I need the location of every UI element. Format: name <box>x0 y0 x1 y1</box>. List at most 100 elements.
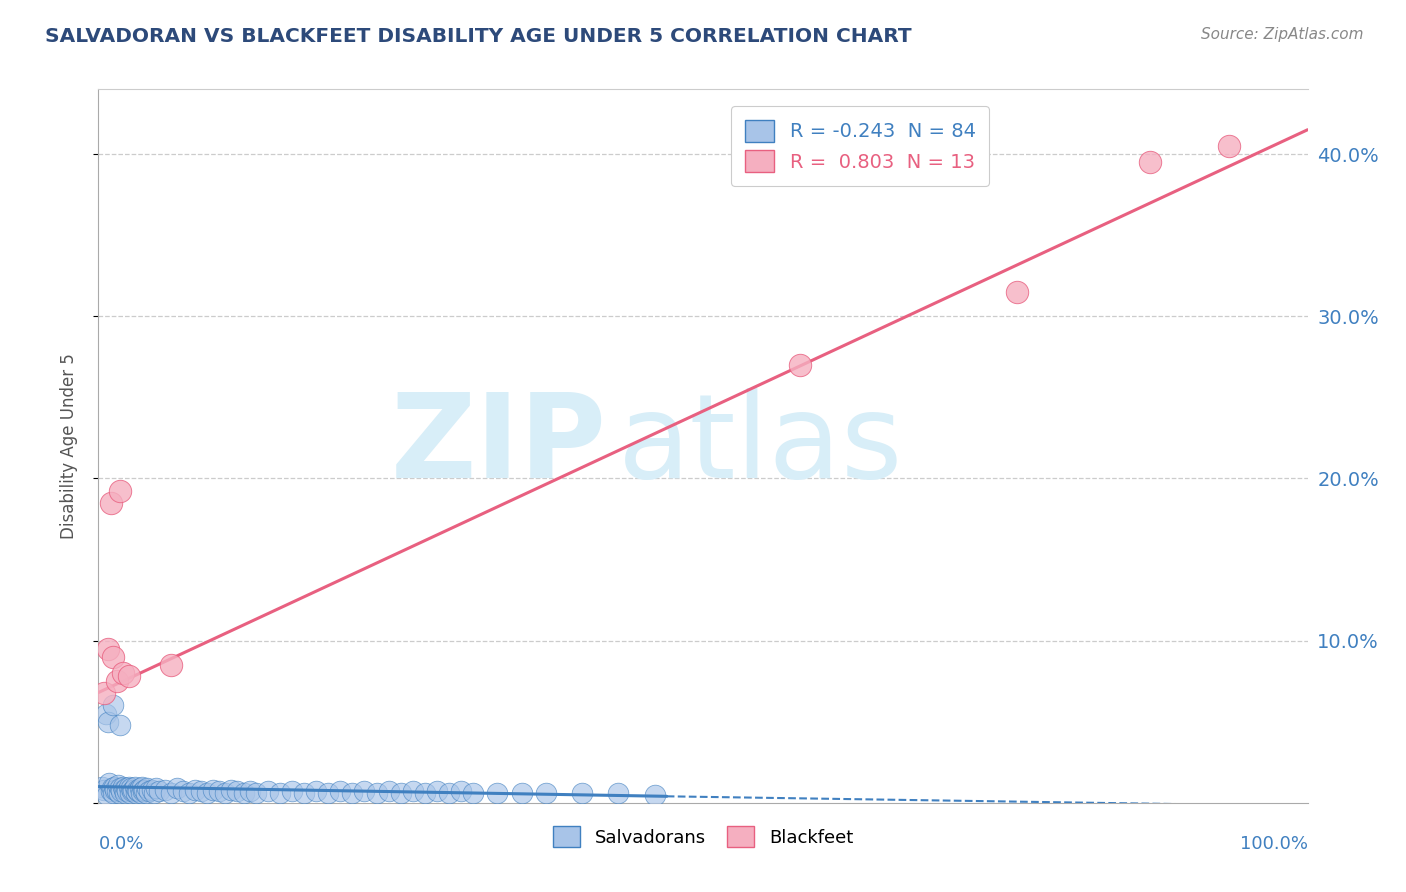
Point <box>269 786 291 800</box>
Point <box>292 786 315 800</box>
Point <box>202 782 225 797</box>
Point <box>91 780 114 794</box>
Point <box>316 786 339 800</box>
Point <box>105 784 128 798</box>
Point <box>426 784 449 798</box>
Point <box>100 496 122 510</box>
Point <box>208 784 231 798</box>
Point <box>120 781 142 796</box>
Point <box>789 358 811 372</box>
Point <box>128 781 150 796</box>
Point <box>101 698 124 713</box>
Point <box>463 786 485 800</box>
Point <box>132 784 155 798</box>
Point <box>437 786 460 800</box>
Point <box>256 784 278 798</box>
Point <box>96 788 118 802</box>
Point <box>118 786 141 800</box>
Point <box>413 786 436 800</box>
Point <box>98 776 121 790</box>
Point <box>93 782 115 797</box>
Point <box>104 782 127 797</box>
Text: Source: ZipAtlas.com: Source: ZipAtlas.com <box>1201 27 1364 42</box>
Point <box>93 685 115 699</box>
Point <box>245 786 267 800</box>
Point <box>127 784 149 798</box>
Point <box>134 782 156 797</box>
Point <box>108 786 131 800</box>
Point <box>366 786 388 800</box>
Point <box>100 784 122 798</box>
Point <box>377 784 399 798</box>
Point <box>105 674 128 689</box>
Point <box>389 786 412 800</box>
Point <box>131 780 153 794</box>
Y-axis label: Disability Age Under 5: Disability Age Under 5 <box>59 353 77 539</box>
Point <box>125 786 148 800</box>
Point <box>122 782 145 797</box>
Point <box>107 778 129 792</box>
Point <box>101 649 124 664</box>
Text: atlas: atlas <box>619 389 904 503</box>
Point <box>281 784 304 798</box>
Point <box>101 786 124 800</box>
Point <box>117 784 139 798</box>
Point <box>112 782 135 797</box>
Point <box>153 782 176 797</box>
Point <box>190 784 212 798</box>
Point <box>486 786 509 800</box>
Point <box>94 706 117 721</box>
Point <box>450 784 472 798</box>
Point <box>166 781 188 796</box>
Point <box>571 786 593 800</box>
Point <box>342 786 364 800</box>
Point <box>353 784 375 798</box>
Point <box>127 782 149 797</box>
Point <box>138 784 160 798</box>
Point <box>1007 285 1029 299</box>
Point <box>141 782 163 797</box>
Point <box>607 786 630 800</box>
Point <box>111 666 134 681</box>
Point <box>114 786 136 800</box>
Point <box>305 784 328 798</box>
Point <box>100 781 122 796</box>
Point <box>129 786 152 800</box>
Point <box>239 784 262 798</box>
Point <box>226 784 249 798</box>
Point <box>232 786 254 800</box>
Point <box>160 657 183 672</box>
Point <box>534 786 557 800</box>
Point <box>108 718 131 732</box>
Point <box>184 782 207 797</box>
Point <box>103 780 125 794</box>
Point <box>510 786 533 800</box>
Point <box>195 786 218 800</box>
Point <box>118 780 141 794</box>
Legend: Salvadorans, Blackfeet: Salvadorans, Blackfeet <box>546 819 860 855</box>
Point <box>214 786 236 800</box>
Point <box>160 786 183 800</box>
Text: 100.0%: 100.0% <box>1240 835 1308 853</box>
Point <box>108 781 131 796</box>
Point <box>644 788 666 802</box>
Point <box>221 782 243 797</box>
Point <box>1139 155 1161 169</box>
Point <box>124 780 146 794</box>
Point <box>111 780 134 794</box>
Point <box>1218 139 1240 153</box>
Text: 0.0%: 0.0% <box>98 835 143 853</box>
Point <box>121 784 143 798</box>
Point <box>135 786 157 800</box>
Point <box>143 786 166 800</box>
Point <box>97 714 120 729</box>
Point <box>179 786 201 800</box>
Point <box>118 669 141 683</box>
Point <box>97 641 120 656</box>
Point <box>110 784 132 798</box>
Point <box>172 784 194 798</box>
Point <box>145 781 167 796</box>
Point <box>115 781 138 796</box>
Text: SALVADORAN VS BLACKFEET DISABILITY AGE UNDER 5 CORRELATION CHART: SALVADORAN VS BLACKFEET DISABILITY AGE U… <box>45 27 911 45</box>
Point <box>148 784 170 798</box>
